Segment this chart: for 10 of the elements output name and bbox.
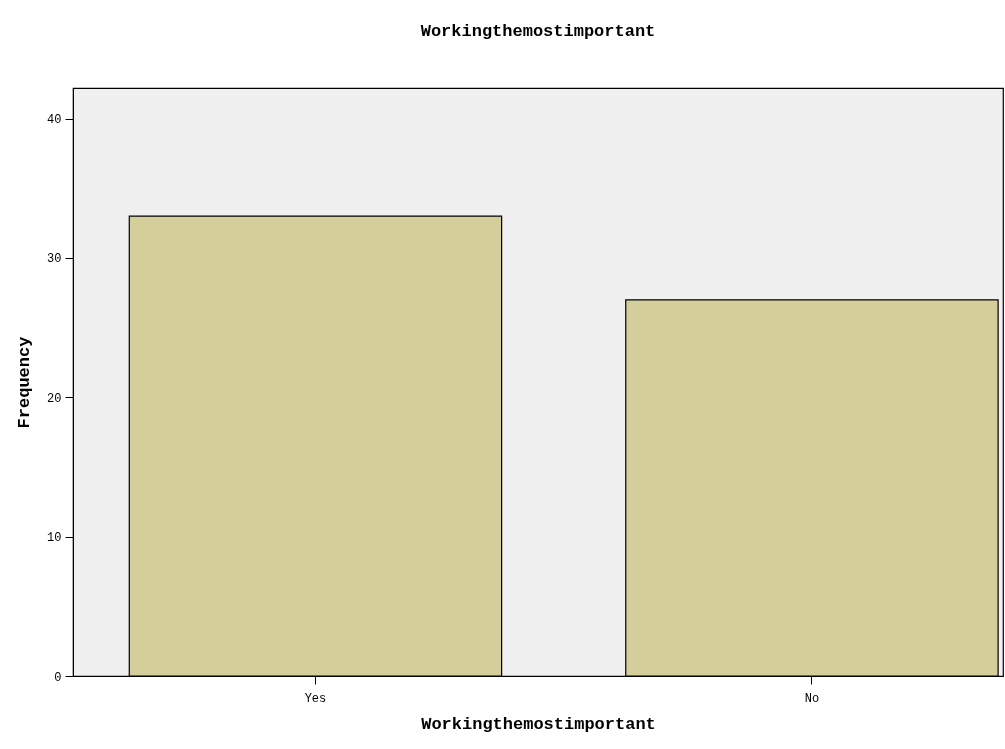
y-tick-label: 30 [47, 252, 62, 267]
x-axis-title: Workingthemostimportant [421, 714, 656, 734]
x-tick-label: No [804, 691, 820, 706]
y-tick-label: 10 [47, 531, 62, 546]
y-tick-label: 20 [47, 391, 62, 406]
y-tick-label: 0 [54, 670, 62, 685]
y-tick-label: 40 [47, 113, 62, 128]
y-axis-title: Frequency [15, 336, 35, 429]
x-tick-label: Yes [304, 691, 327, 706]
chart-title: Workingthemostimportant [420, 22, 656, 41]
